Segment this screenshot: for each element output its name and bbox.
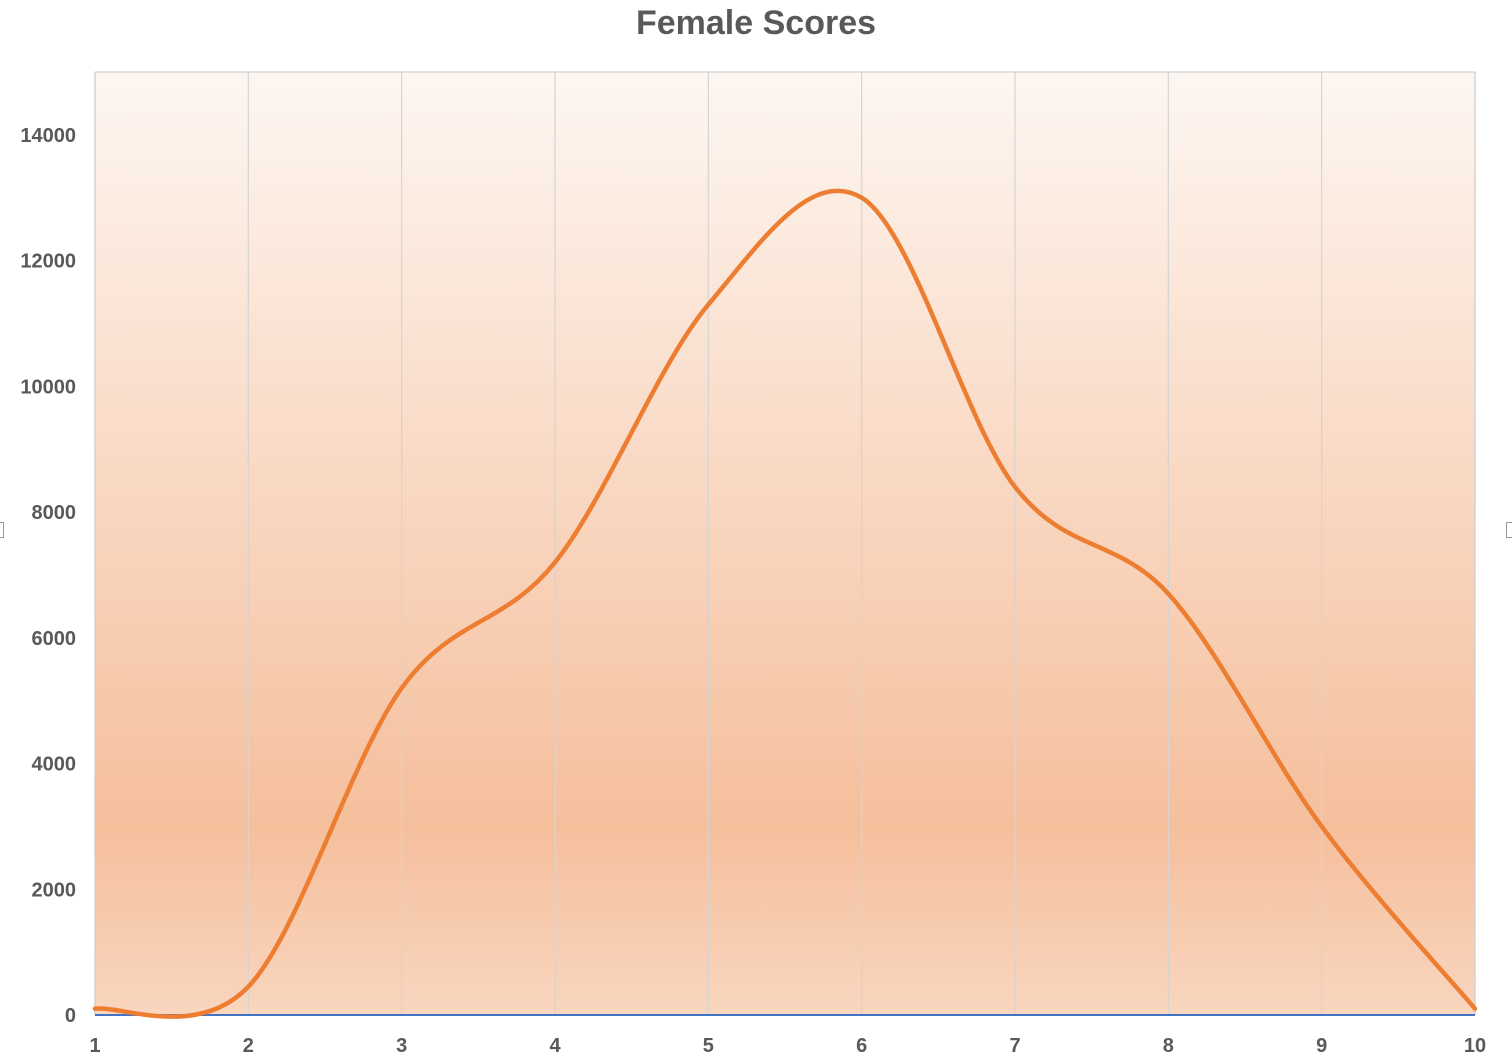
x-tick-label: 9 (1316, 1035, 1327, 1057)
x-tick-label: 5 (703, 1035, 714, 1057)
resize-handle-right[interactable] (1506, 522, 1512, 538)
y-tick-label: 10000 (20, 376, 76, 398)
x-tick-label: 7 (1009, 1035, 1020, 1057)
y-tick-label: 2000 (32, 879, 77, 901)
y-tick-label: 8000 (32, 502, 77, 524)
x-tick-label: 1 (89, 1035, 100, 1057)
chart-title: Female Scores (635, 4, 877, 42)
y-tick-label: 4000 (32, 754, 77, 776)
x-tick-label: 8 (1163, 1035, 1174, 1057)
resize-handle-left[interactable] (0, 522, 4, 538)
x-tick-label: 10 (1464, 1035, 1486, 1057)
y-tick-label: 6000 (32, 628, 77, 650)
x-tick-label: 2 (243, 1035, 254, 1057)
x-tick-label: 3 (396, 1035, 407, 1057)
x-tick-label: 6 (856, 1035, 867, 1057)
plot-area (95, 72, 1475, 1015)
y-tick-label: 14000 (20, 125, 76, 147)
y-tick-label: 0 (65, 1005, 76, 1027)
y-tick-label: 12000 (20, 251, 76, 273)
x-tick-label: 4 (549, 1035, 561, 1057)
series-line-0 (92, 188, 1478, 1019)
